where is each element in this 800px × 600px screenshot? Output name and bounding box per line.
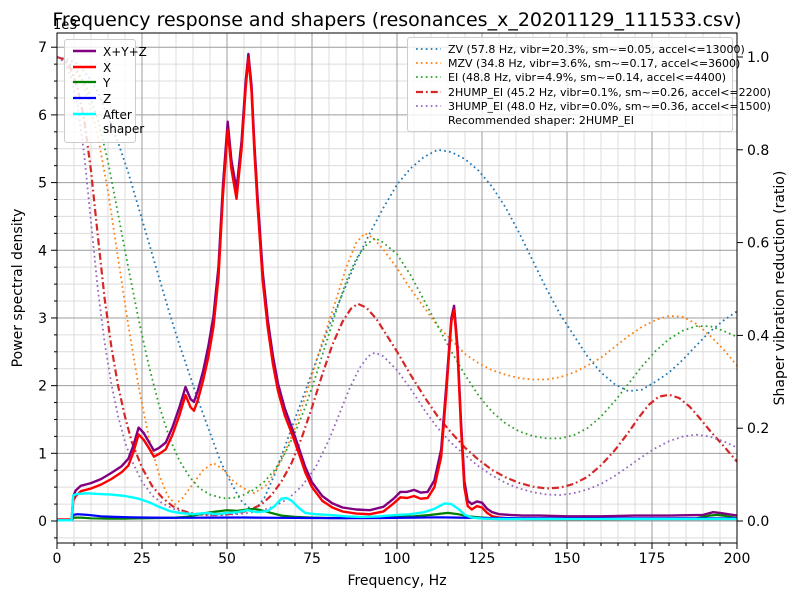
y-left-tick-label: 7 bbox=[38, 40, 47, 56]
legend-entry-label: 3HUMP_EI (48.0 Hz, vibr=0.0%, sm~=0.36, … bbox=[448, 99, 771, 113]
legend-swatch-line bbox=[73, 96, 96, 99]
legend-entry-label: Y bbox=[103, 76, 111, 91]
legend-entry-3HUMP_EI: 3HUMP_EI (48.0 Hz, vibr=0.0%, sm~=0.36, … bbox=[415, 100, 771, 113]
x-tick-label: 125 bbox=[469, 551, 496, 567]
legend-entry-label: ZV (57.8 Hz, vibr=20.3%, sm~=0.05, accel… bbox=[448, 43, 745, 56]
x-tick-label: 100 bbox=[384, 551, 411, 567]
y-left-tick-label: 3 bbox=[38, 311, 47, 327]
legend-shapers: ZV (57.8 Hz, vibr=20.3%, sm~=0.05, accel… bbox=[407, 37, 771, 133]
legend-entry-label: EI (48.8 Hz, vibr=4.9%, sm~=0.14, accel<… bbox=[448, 71, 726, 85]
y-right-tick-label: 0.8 bbox=[747, 143, 769, 159]
legend-entry-label: X bbox=[103, 60, 112, 75]
chart-title: Frequency response and shapers (resonanc… bbox=[52, 9, 741, 31]
y-right-tick-label: 0.0 bbox=[747, 514, 769, 530]
legend-psd: X+Y+Z X Y Z After shaper bbox=[64, 39, 147, 143]
x-tick-label: 50 bbox=[218, 551, 236, 567]
series-x bbox=[57, 56, 737, 521]
x-tick-label: 200 bbox=[724, 551, 751, 567]
y-left-tick-label: 2 bbox=[38, 379, 47, 395]
legend-swatch-line bbox=[73, 49, 96, 53]
legend-entry-xyz: X+Y+Z bbox=[72, 45, 147, 60]
legend-entry-after_shaper: After shaper bbox=[72, 108, 144, 137]
x-tick-label: 175 bbox=[639, 551, 666, 567]
legend-swatch-line bbox=[416, 48, 441, 50]
y-left-tick-label: 0 bbox=[38, 514, 47, 530]
legend-entry-label: After shaper bbox=[103, 107, 145, 137]
y-axis-label-left: Power spectral density bbox=[10, 209, 26, 368]
y-axis-label-right: Shaper vibration reduction (ratio) bbox=[772, 171, 788, 406]
legend-entry-2HUMP_EI: 2HUMP_EI (45.2 Hz, vibr=0.1%, sm~=0.26, … bbox=[415, 86, 771, 99]
y-left-tick-label: 4 bbox=[38, 243, 47, 259]
legend-swatch-line bbox=[73, 81, 96, 84]
series-2HUMP_EI bbox=[57, 55, 737, 517]
x-axis-label: Frequency, Hz bbox=[347, 573, 446, 589]
legend-entry-y: Y bbox=[72, 76, 128, 91]
y-right-tick-label: 0.4 bbox=[747, 328, 769, 344]
legend-entry-label: MZV (34.8 Hz, vibr=3.6%, sm~=0.17, accel… bbox=[448, 57, 741, 71]
y-axis-offset-text: 1e3 bbox=[53, 18, 78, 33]
y-right-tick-label: 0.6 bbox=[747, 236, 769, 252]
y-left-tick-label: 5 bbox=[38, 176, 47, 192]
x-tick-label: 75 bbox=[303, 551, 321, 567]
x-tick-label: 25 bbox=[133, 551, 151, 567]
legend-swatch-line bbox=[416, 104, 441, 107]
data-series bbox=[57, 52, 737, 522]
series-EI bbox=[57, 56, 737, 500]
legend-entry-label: Z bbox=[103, 91, 112, 106]
recommended-shaper-note: Recommended shaper: 2HUMP_EI bbox=[448, 113, 634, 127]
y-right-tick-label: 1.0 bbox=[747, 50, 769, 66]
axis-tick-labels: 0 25 50 75 100 125 150 175 200 0 1 2 3 4 5 6 7 0.0 0.2 0.4 0… bbox=[38, 40, 769, 567]
legend-entry-z: Z bbox=[72, 92, 128, 107]
series-xyz bbox=[57, 52, 737, 521]
legend-swatch-line bbox=[416, 76, 441, 79]
axis-ticks bbox=[51, 46, 743, 549]
legend-swatch-line bbox=[416, 62, 441, 65]
y-right-tick-label: 0.2 bbox=[747, 421, 769, 437]
x-tick-label: 0 bbox=[53, 551, 62, 567]
series-after_shaper bbox=[57, 492, 737, 522]
legend-entry-label: X+Y+Z bbox=[103, 45, 147, 59]
legend-entry-EI: EI (48.8 Hz, vibr=4.9%, sm~=0.14, accel<… bbox=[415, 71, 726, 85]
legend-entry-MZV: MZV (34.8 Hz, vibr=3.6%, sm~=0.17, accel… bbox=[415, 57, 740, 70]
legend-entry-label: 2HUMP_EI (45.2 Hz, vibr=0.1%, sm~=0.26, … bbox=[448, 85, 771, 99]
legend-swatch-line bbox=[73, 112, 96, 115]
series-ZV bbox=[57, 56, 737, 513]
y-left-tick-label: 6 bbox=[38, 108, 47, 124]
legend-swatch-line bbox=[73, 65, 96, 68]
legend-entry-ZV: ZV (57.8 Hz, vibr=20.3%, sm~=0.05, accel… bbox=[415, 43, 745, 56]
legend-entry-x: X bbox=[72, 61, 128, 76]
y-left-tick-label: 1 bbox=[38, 446, 47, 462]
x-tick-label: 150 bbox=[554, 551, 581, 567]
legend-swatch-line bbox=[416, 90, 441, 93]
